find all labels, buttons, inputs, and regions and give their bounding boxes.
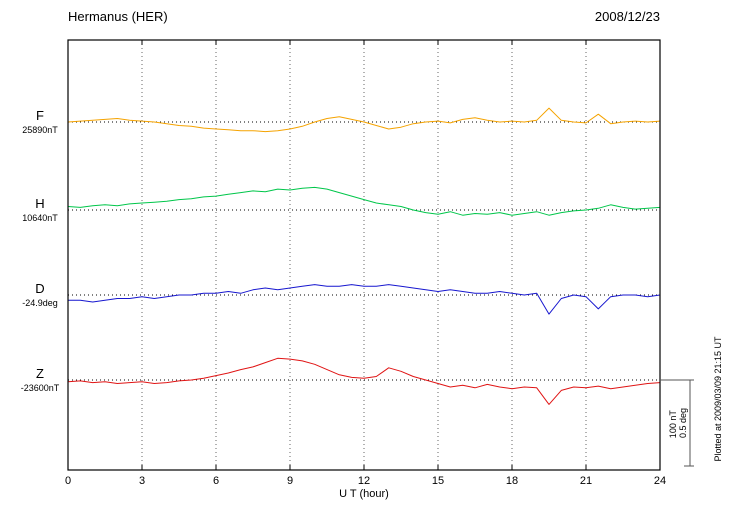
- x-tick-label-18: 18: [506, 475, 518, 487]
- date-label: 2008/12/23: [595, 9, 660, 24]
- series-baseline-H: 10640nT: [22, 213, 58, 223]
- x-tick-label-6: 6: [213, 475, 219, 487]
- trace-Z: [67, 357, 661, 405]
- grid-layer: [68, 40, 660, 470]
- plotted-at-note: Plotted at 2009/03/09 21:15 UT: [713, 336, 723, 462]
- axis-layer: 0 3 6 9 12 15 18 21 24: [65, 39, 694, 487]
- series-letter-Z: Z: [36, 366, 44, 381]
- x-tick-label-0: 0: [65, 475, 71, 487]
- x-tick-label-21: 21: [580, 475, 592, 487]
- series-letter-F: F: [36, 108, 44, 123]
- series-letter-D: D: [35, 281, 44, 296]
- scale-bar-label: 100 nT 0.5 deg: [668, 408, 688, 438]
- x-tick-label-15: 15: [432, 475, 444, 487]
- trace-layer: [67, 107, 661, 405]
- plot-frame: [67, 39, 661, 471]
- trace-H: [67, 186, 661, 216]
- series-baseline-Z: -23600nT: [21, 383, 60, 393]
- x-axis-label: U T (hour): [339, 488, 389, 500]
- scale-bar-label-nt: 100 nT: [668, 410, 678, 439]
- scale-bar-label-deg: 0.5 deg: [678, 408, 688, 438]
- x-tick-label-12: 12: [358, 475, 370, 487]
- x-tick-label-24: 24: [654, 475, 666, 487]
- series-letter-H: H: [35, 196, 44, 211]
- series-baseline-D: -24.9deg: [22, 298, 58, 308]
- trace-F: [67, 107, 661, 133]
- station-title: Hermanus (HER): [68, 9, 168, 24]
- series-baseline-F: 25890nT: [22, 125, 58, 135]
- trace-D: [68, 284, 661, 315]
- x-tick-label-3: 3: [139, 475, 145, 487]
- x-tick-label-9: 9: [287, 475, 293, 487]
